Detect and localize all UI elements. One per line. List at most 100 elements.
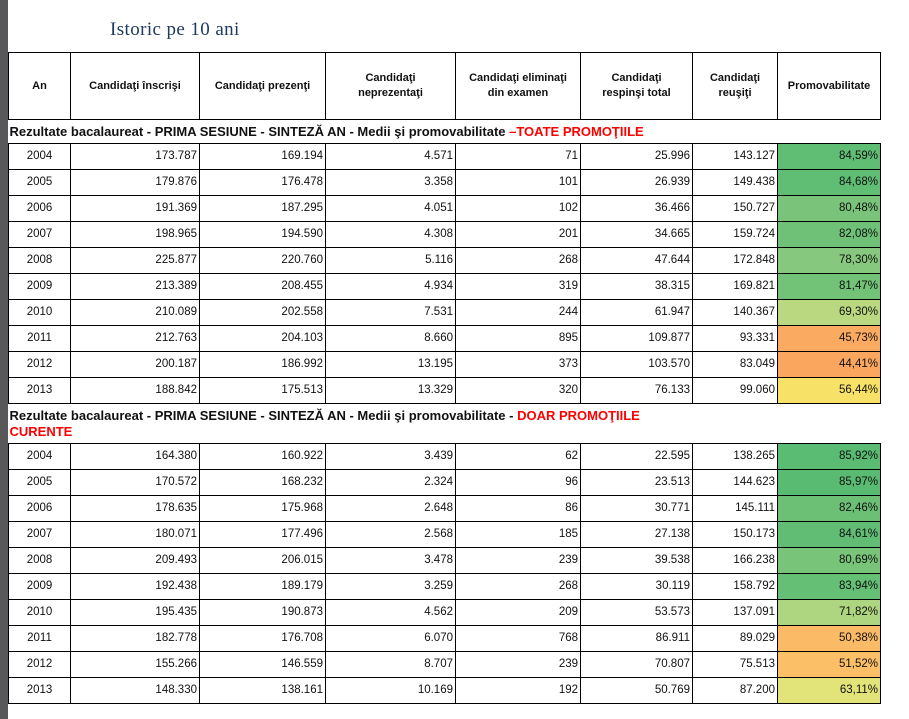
- cell-value: 187.295: [199, 194, 326, 222]
- col-header-eliminati: Candidaţi eliminaţi din examen: [455, 52, 581, 120]
- section-title-highlight: –TOATE PROMOŢIILE: [509, 124, 644, 139]
- cell-value: 144.623: [692, 468, 778, 496]
- cell-value: 320: [455, 376, 581, 404]
- cell-year: 2005: [8, 468, 71, 496]
- cell-value: 13.329: [325, 376, 456, 404]
- cell-value: 86.911: [580, 624, 693, 652]
- cell-value: 150.173: [692, 520, 778, 548]
- cell-promovabilitate: 63,11%: [777, 676, 881, 704]
- results-table: An Candidaţi înscrişi Candidaţi prezenţi…: [8, 52, 881, 704]
- cell-value: 4.934: [325, 272, 456, 300]
- cell-value: 3.259: [325, 572, 456, 600]
- cell-value: 53.573: [580, 598, 693, 626]
- cell-value: 140.367: [692, 298, 778, 326]
- cell-value: 143.127: [692, 142, 778, 170]
- cell-value: 175.968: [199, 494, 326, 522]
- table-body-doar-promotiile-curente: 2004 164.380 160.922 3.439 62 22.595 138.265 85…: [8, 442, 881, 704]
- cell-value: 195.435: [70, 598, 200, 626]
- cell-year: 2008: [8, 246, 71, 274]
- cell-value: 93.331: [692, 324, 778, 352]
- table-row: 2006 178.635 175.968 2.648 86 30.771 145.111 82…: [8, 494, 881, 522]
- cell-value: 4.571: [325, 142, 456, 170]
- cell-value: 146.559: [199, 650, 326, 678]
- cell-promovabilitate: 81,47%: [777, 272, 881, 300]
- cell-value: 5.116: [325, 246, 456, 274]
- cell-value: 206.015: [199, 546, 326, 574]
- cell-value: 3.358: [325, 168, 456, 196]
- cell-value: 83.049: [692, 350, 778, 378]
- cell-year: 2011: [8, 324, 71, 352]
- cell-promovabilitate: 85,97%: [777, 468, 881, 496]
- table-header: An Candidaţi înscrişi Candidaţi prezenţi…: [8, 52, 881, 120]
- cell-value: 4.562: [325, 598, 456, 626]
- cell-value: 27.138: [580, 520, 693, 548]
- cell-value: 209: [455, 598, 581, 626]
- cell-promovabilitate: 45,73%: [777, 324, 881, 352]
- cell-value: 176.708: [199, 624, 326, 652]
- cell-value: 76.133: [580, 376, 693, 404]
- cell-value: 178.635: [70, 494, 200, 522]
- page-title: Istoric pe 10 ani: [110, 19, 240, 40]
- cell-value: 138.161: [199, 676, 326, 704]
- cell-value: 149.438: [692, 168, 778, 196]
- cell-year: 2004: [8, 442, 71, 470]
- section-heading-cell: Rezultate bacalaureat - PRIMA SESIUNE - …: [8, 119, 881, 144]
- cell-value: 50.769: [580, 676, 693, 704]
- cell-value: 47.644: [580, 246, 693, 274]
- cell-value: 8.707: [325, 650, 456, 678]
- cell-value: 895: [455, 324, 581, 352]
- cell-value: 768: [455, 624, 581, 652]
- header-row: An Candidaţi înscrişi Candidaţi prezenţi…: [8, 52, 881, 120]
- cell-value: 213.389: [70, 272, 200, 300]
- cell-year: 2006: [8, 194, 71, 222]
- cell-value: 2.324: [325, 468, 456, 496]
- cell-value: 36.466: [580, 194, 693, 222]
- cell-value: 155.266: [70, 650, 200, 678]
- table-row: 2006 191.369 187.295 4.051 102 36.466 150.727 8…: [8, 194, 881, 222]
- cell-promovabilitate: 85,92%: [777, 442, 881, 470]
- table-row: 2005 179.876 176.478 3.358 101 26.939 149.438 8…: [8, 168, 881, 196]
- cell-promovabilitate: 83,94%: [777, 572, 881, 600]
- cell-value: 26.939: [580, 168, 693, 196]
- section-heading-cell: Rezultate bacalaureat - PRIMA SESIUNE - …: [8, 403, 881, 444]
- cell-value: 170.572: [70, 468, 200, 496]
- cell-value: 177.496: [199, 520, 326, 548]
- cell-value: 194.590: [199, 220, 326, 248]
- cell-promovabilitate: 80,69%: [777, 546, 881, 574]
- cell-value: 70.807: [580, 650, 693, 678]
- cell-value: 4.308: [325, 220, 456, 248]
- cell-value: 198.965: [70, 220, 200, 248]
- cell-value: 101: [455, 168, 581, 196]
- cell-value: 244: [455, 298, 581, 326]
- cell-value: 34.665: [580, 220, 693, 248]
- cell-value: 208.455: [199, 272, 326, 300]
- cell-year: 2005: [8, 168, 71, 196]
- cell-value: 89.029: [692, 624, 778, 652]
- page-edge-strip: [0, 0, 8, 719]
- cell-value: 3.478: [325, 546, 456, 574]
- cell-promovabilitate: 56,44%: [777, 376, 881, 404]
- cell-value: 75.513: [692, 650, 778, 678]
- cell-value: 192.438: [70, 572, 200, 600]
- cell-value: 22.595: [580, 442, 693, 470]
- col-header-prezenti: Candidaţi prezenţi: [199, 52, 326, 120]
- cell-value: 7.531: [325, 298, 456, 326]
- section-title-text: Rezultate bacalaureat - PRIMA SESIUNE - …: [9, 124, 510, 139]
- cell-year: 2007: [8, 520, 71, 548]
- cell-year: 2012: [8, 650, 71, 678]
- cell-value: 172.848: [692, 246, 778, 274]
- cell-value: 209.493: [70, 546, 200, 574]
- col-header-inscrisi: Candidaţi înscrişi: [70, 52, 200, 120]
- cell-value: 99.060: [692, 376, 778, 404]
- cell-value: 186.992: [199, 350, 326, 378]
- cell-value: 180.071: [70, 520, 200, 548]
- cell-value: 166.238: [692, 546, 778, 574]
- cell-year: 2004: [8, 142, 71, 170]
- cell-value: 96: [455, 468, 581, 496]
- cell-value: 176.478: [199, 168, 326, 196]
- cell-value: 71: [455, 142, 581, 170]
- cell-value: 23.513: [580, 468, 693, 496]
- cell-value: 3.439: [325, 442, 456, 470]
- col-header-reusiti: Candidaţi reuşiţi: [692, 52, 778, 120]
- cell-value: 212.763: [70, 324, 200, 352]
